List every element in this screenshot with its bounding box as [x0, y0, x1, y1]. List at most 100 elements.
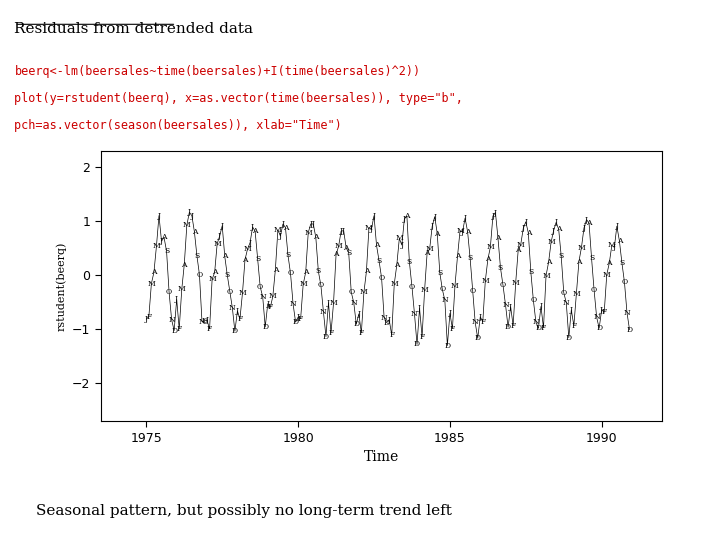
Text: J: J — [158, 212, 161, 220]
Text: J: J — [600, 306, 603, 314]
Text: M: M — [305, 228, 312, 237]
Text: J: J — [491, 212, 495, 220]
Text: F: F — [602, 308, 607, 316]
Text: M: M — [300, 280, 307, 288]
Text: A: A — [485, 255, 490, 264]
Text: A: A — [364, 267, 369, 275]
Text: D: D — [566, 334, 572, 342]
Text: S: S — [255, 255, 260, 264]
Text: J: J — [297, 313, 300, 321]
Text: J: J — [160, 237, 163, 245]
Text: N: N — [624, 309, 630, 316]
Text: M: M — [183, 221, 191, 229]
Text: J: J — [266, 300, 269, 308]
Text: S: S — [559, 252, 564, 260]
Text: S: S — [498, 264, 503, 272]
Text: F: F — [238, 315, 243, 323]
Text: J: J — [464, 214, 467, 222]
Text: M: M — [213, 240, 221, 248]
Text: A: A — [303, 268, 308, 276]
Text: F: F — [480, 318, 485, 326]
Text: O: O — [379, 274, 384, 282]
Text: J: J — [282, 220, 284, 228]
Text: J: J — [145, 315, 148, 323]
Text: M: M — [603, 271, 611, 279]
Text: J: J — [279, 232, 282, 240]
Text: S: S — [194, 252, 199, 260]
Text: A: A — [212, 268, 217, 276]
Text: J: J — [570, 306, 573, 314]
Text: N: N — [411, 310, 418, 318]
Text: O: O — [561, 288, 567, 296]
Text: S: S — [467, 254, 473, 262]
Text: O: O — [166, 288, 172, 296]
Text: J: J — [433, 213, 436, 221]
Text: M: M — [456, 227, 464, 235]
Text: M: M — [547, 238, 555, 246]
Text: F: F — [207, 325, 212, 333]
Text: D: D — [354, 320, 359, 328]
Text: J: J — [509, 302, 512, 310]
Text: S: S — [164, 247, 169, 255]
Text: J: J — [582, 224, 585, 232]
Text: M: M — [178, 285, 186, 293]
Text: N: N — [381, 314, 387, 322]
Text: A: A — [374, 241, 379, 249]
Text: M: M — [512, 279, 520, 287]
Text: J: J — [616, 222, 618, 230]
Text: M: M — [577, 244, 585, 252]
Text: N: N — [593, 313, 600, 321]
Text: M: M — [608, 241, 616, 249]
Text: A: A — [465, 228, 470, 236]
Text: N: N — [563, 299, 570, 307]
Text: A: A — [576, 258, 582, 266]
Text: F: F — [328, 329, 333, 337]
Text: J: J — [539, 302, 543, 310]
Text: A: A — [343, 244, 349, 252]
Text: J: J — [312, 220, 315, 228]
Text: J: J — [494, 208, 497, 217]
Text: N: N — [320, 308, 327, 316]
Text: N: N — [351, 299, 357, 307]
Text: D: D — [384, 319, 390, 327]
Text: A: A — [161, 233, 167, 241]
Text: N: N — [502, 301, 509, 309]
Text: D: D — [596, 324, 602, 332]
Text: D: D — [232, 327, 238, 335]
Text: A: A — [273, 266, 278, 274]
Text: D: D — [626, 326, 633, 334]
Text: pch=as.vector(season(beersales)), xlab="Time"): pch=as.vector(season(beersales)), xlab="… — [14, 119, 342, 132]
Text: A: A — [495, 234, 500, 242]
Text: J: J — [309, 220, 312, 228]
Text: J: J — [522, 224, 525, 232]
Text: F: F — [146, 313, 151, 321]
Text: A: A — [616, 237, 622, 245]
Text: S: S — [377, 257, 382, 265]
Text: D: D — [505, 323, 511, 332]
Text: M: M — [274, 226, 282, 234]
Text: J: J — [613, 244, 616, 251]
Text: N: N — [289, 300, 297, 308]
Text: A: A — [333, 251, 339, 258]
Text: M: M — [426, 245, 433, 253]
Text: A: A — [242, 256, 248, 264]
Text: S: S — [407, 259, 412, 266]
Text: A: A — [434, 230, 440, 238]
Text: S: S — [225, 271, 230, 279]
Text: J: J — [387, 316, 391, 323]
Text: A: A — [192, 228, 197, 236]
Text: D: D — [202, 317, 207, 325]
Text: N: N — [533, 318, 539, 326]
Text: S: S — [316, 267, 321, 275]
Text: A: A — [151, 268, 157, 276]
Text: M: M — [153, 242, 161, 250]
Text: A: A — [526, 229, 531, 237]
Text: M: M — [395, 234, 403, 242]
Text: A: A — [424, 249, 430, 257]
Text: S: S — [528, 268, 534, 276]
Text: F: F — [298, 315, 303, 322]
Text: D: D — [171, 327, 177, 335]
Text: N: N — [199, 318, 205, 326]
Text: M: M — [487, 243, 494, 251]
Text: J: J — [449, 309, 451, 318]
